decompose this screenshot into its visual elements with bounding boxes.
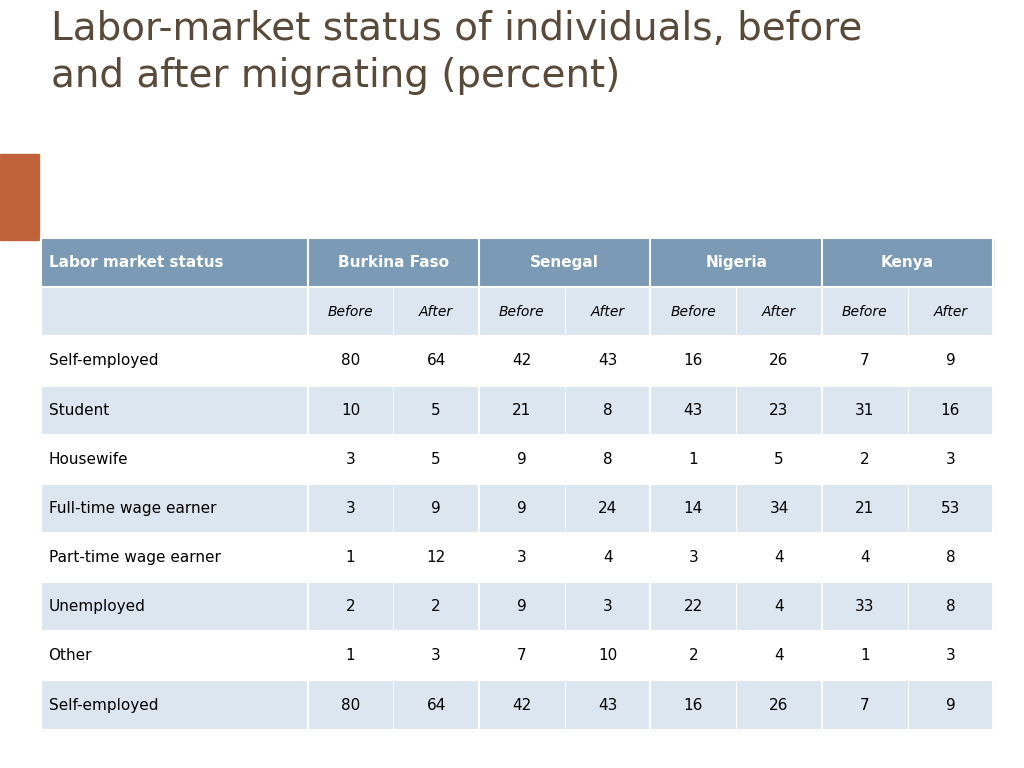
Bar	[0, 154, 39, 240]
Bar	[41, 287, 993, 336]
Text: 2: 2	[688, 648, 698, 664]
Text: 26: 26	[769, 697, 788, 713]
Text: 42: 42	[512, 697, 531, 713]
Text: 12: 12	[427, 550, 445, 565]
Bar	[41, 582, 993, 631]
Text: 22: 22	[684, 599, 702, 614]
Bar	[41, 680, 993, 730]
Text: Other: Other	[48, 648, 92, 664]
Text: 9: 9	[945, 697, 955, 713]
Text: 21: 21	[512, 402, 531, 418]
Text: 3: 3	[517, 550, 526, 565]
Text: After: After	[591, 305, 625, 319]
Text: 33: 33	[855, 599, 874, 614]
Text: 2: 2	[346, 599, 355, 614]
Text: 3: 3	[945, 452, 955, 467]
Text: 34: 34	[769, 501, 788, 516]
Text: 10: 10	[598, 648, 617, 664]
Text: Nigeria: Nigeria	[706, 255, 767, 270]
Text: 1: 1	[346, 648, 355, 664]
Bar	[41, 238, 993, 287]
Text: 80: 80	[341, 697, 360, 713]
Text: 3: 3	[345, 501, 355, 516]
Text: 3: 3	[603, 599, 612, 614]
Text: 26: 26	[769, 353, 788, 369]
Text: After: After	[933, 305, 968, 319]
Text: Burkina Faso: Burkina Faso	[338, 255, 449, 270]
Text: 43: 43	[684, 402, 703, 418]
Bar	[41, 533, 993, 582]
Bar	[41, 435, 993, 484]
Text: Before: Before	[328, 305, 374, 319]
Text: 31: 31	[855, 402, 874, 418]
Text: 4: 4	[603, 550, 612, 565]
Text: Before: Before	[671, 305, 716, 319]
Bar	[41, 386, 993, 435]
Text: 9: 9	[945, 353, 955, 369]
Text: 42: 42	[512, 353, 531, 369]
Text: 43: 43	[598, 697, 617, 713]
Text: 7: 7	[517, 648, 526, 664]
Text: 5: 5	[431, 402, 441, 418]
Text: Self-employed: Self-employed	[48, 353, 158, 369]
Text: 3: 3	[431, 648, 441, 664]
Text: 3: 3	[945, 648, 955, 664]
Text: Student: Student	[48, 402, 109, 418]
Text: Unemployed: Unemployed	[48, 599, 145, 614]
Text: Self-employed: Self-employed	[48, 697, 158, 713]
Text: 10: 10	[341, 402, 360, 418]
Text: 3: 3	[688, 550, 698, 565]
Bar	[41, 631, 993, 680]
Text: 1: 1	[346, 550, 355, 565]
Text: After: After	[762, 305, 796, 319]
Text: 16: 16	[684, 353, 703, 369]
Text: 8: 8	[945, 550, 955, 565]
Text: Labor market status: Labor market status	[48, 255, 223, 270]
Text: 9: 9	[517, 452, 526, 467]
Text: After: After	[419, 305, 454, 319]
Text: 1: 1	[860, 648, 869, 664]
Text: 80: 80	[341, 353, 360, 369]
Text: 1: 1	[688, 452, 698, 467]
Text: 4: 4	[774, 648, 783, 664]
Text: 7: 7	[860, 697, 869, 713]
Text: 2: 2	[431, 599, 441, 614]
Text: 5: 5	[774, 452, 783, 467]
Text: 4: 4	[860, 550, 869, 565]
Bar	[41, 336, 993, 386]
Text: 9: 9	[431, 501, 441, 516]
Text: 8: 8	[603, 452, 612, 467]
Text: 7: 7	[860, 353, 869, 369]
Text: Labor-market status of individuals, before
and after migrating (percent): Labor-market status of individuals, befo…	[51, 10, 862, 94]
Text: 4: 4	[774, 550, 783, 565]
Text: Full-time wage earner: Full-time wage earner	[48, 501, 216, 516]
Text: 4: 4	[774, 599, 783, 614]
Text: 16: 16	[684, 697, 703, 713]
Text: 23: 23	[769, 402, 788, 418]
Text: 43: 43	[598, 353, 617, 369]
Text: Part-time wage earner: Part-time wage earner	[48, 550, 220, 565]
Text: 21: 21	[855, 501, 874, 516]
Text: Housewife: Housewife	[48, 452, 128, 467]
Text: 9: 9	[517, 599, 526, 614]
Text: 16: 16	[941, 402, 961, 418]
Text: 3: 3	[345, 452, 355, 467]
Text: Before: Before	[842, 305, 888, 319]
Text: 53: 53	[941, 501, 961, 516]
Text: 8: 8	[945, 599, 955, 614]
Text: 24: 24	[598, 501, 617, 516]
Bar	[41, 484, 993, 533]
Text: 9: 9	[517, 501, 526, 516]
Text: 64: 64	[426, 353, 445, 369]
Text: Senegal: Senegal	[530, 255, 599, 270]
Text: 8: 8	[603, 402, 612, 418]
Text: 64: 64	[426, 697, 445, 713]
Text: 14: 14	[684, 501, 702, 516]
Text: Before: Before	[499, 305, 545, 319]
Text: 2: 2	[860, 452, 869, 467]
Text: 5: 5	[431, 452, 441, 467]
Text: Kenya: Kenya	[881, 255, 934, 270]
